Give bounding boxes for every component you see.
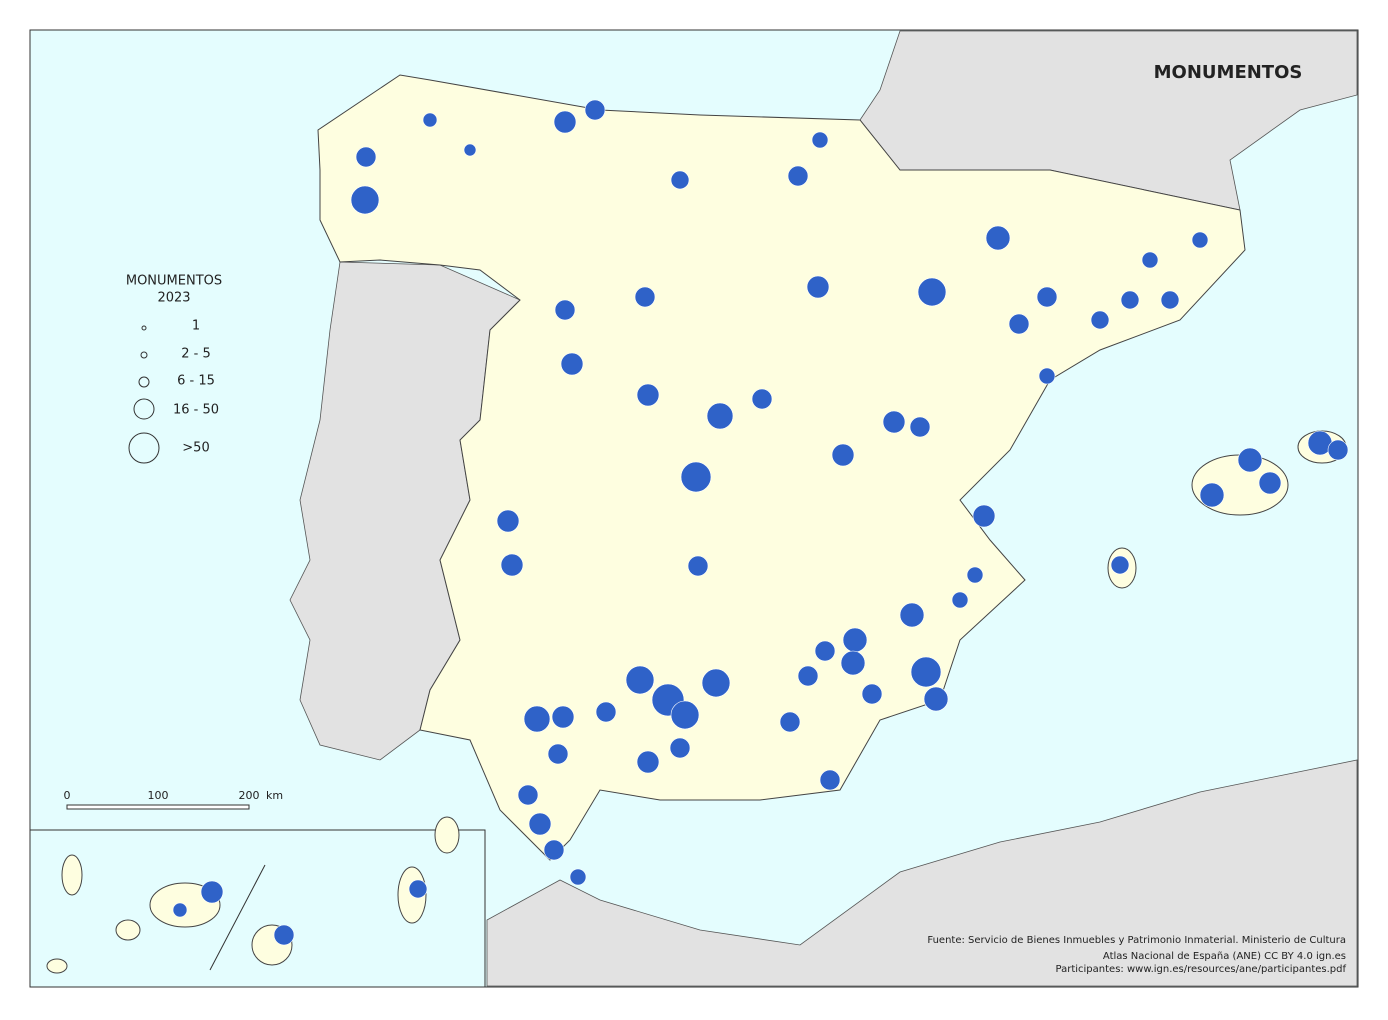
legend-label: >50 (182, 441, 209, 456)
monument-symbol (560, 352, 584, 376)
monument-symbol (1141, 251, 1159, 269)
monument-symbol (517, 784, 539, 806)
monument-symbol (840, 650, 866, 676)
monument-symbol (553, 110, 577, 134)
scale-bar-line (66, 804, 250, 810)
monument-symbol (636, 383, 660, 407)
monument-symbol (1160, 290, 1180, 310)
source: Fuente: Servicio de Bienes Inmuebles y P… (927, 935, 1346, 975)
monument-symbol (350, 185, 380, 215)
monument-symbol (200, 880, 224, 904)
scale-bar: 0 100 200 km (64, 789, 283, 810)
monument-symbol (670, 170, 690, 190)
monument-symbol (909, 416, 931, 438)
monument-symbol (972, 504, 996, 528)
monument-symbols (172, 99, 1349, 946)
legend-title: MONUMENTOS (126, 274, 222, 289)
source-line: Participantes: www.ign.es/resources/ane/… (1056, 964, 1347, 975)
monument-symbol (687, 555, 709, 577)
monument-symbol (273, 924, 295, 946)
monument-symbol (634, 286, 656, 308)
monument-symbol (523, 705, 551, 733)
legend-symbol (140, 351, 148, 359)
monument-symbol (779, 711, 801, 733)
monument-symbol (819, 769, 841, 791)
monument-symbol (910, 656, 942, 688)
source-line: Fuente: Servicio de Bienes Inmuebles y P… (927, 935, 1346, 946)
legend-year: 2023 (157, 291, 190, 306)
scale-label: 200 (239, 789, 260, 802)
monument-symbol (1191, 231, 1209, 249)
monument-symbol (814, 640, 836, 662)
legend-label: 6 - 15 (177, 374, 215, 389)
monument-symbol (1237, 447, 1263, 473)
scale-label: 0 (64, 789, 71, 802)
monument-symbol (569, 868, 587, 886)
monument-symbol (899, 602, 925, 628)
legend-symbol (133, 398, 155, 420)
monument-symbol (985, 225, 1011, 251)
source-line: Atlas Nacional de España (ANE) CC BY 4.0… (1103, 951, 1346, 962)
monument-symbol (1258, 471, 1282, 495)
monument-symbol (951, 591, 969, 609)
monument-symbol (1090, 310, 1110, 330)
monument-symbol (551, 705, 575, 729)
monument-symbol (584, 99, 606, 121)
legend-symbol (138, 376, 150, 388)
inset-divider (209, 864, 266, 971)
monument-symbol (1327, 439, 1349, 461)
monument-symbol (842, 627, 868, 653)
monument-symbol (625, 665, 655, 695)
monument-symbol (1008, 313, 1030, 335)
legend-symbol (141, 325, 147, 331)
africa (486, 759, 1358, 987)
monument-symbol (1036, 286, 1058, 308)
monument-symbol (547, 743, 569, 765)
legend-label: 2 - 5 (181, 347, 211, 362)
monument-symbol (1120, 290, 1140, 310)
monument-symbol (831, 443, 855, 467)
monument-symbol (797, 665, 819, 687)
monument-symbol (669, 737, 691, 759)
legend-label: 16 - 50 (173, 403, 219, 418)
monument-symbol (706, 402, 734, 430)
monument-symbol (500, 553, 524, 577)
monument-symbol (882, 410, 906, 434)
monument-symbol (554, 299, 576, 321)
legend: MONUMENTOS 2023 1 2 - 5 6 - 15 16 - 50 >… (126, 274, 222, 464)
monument-symbol (1199, 482, 1225, 508)
monument-symbol (422, 112, 438, 128)
monument-symbol (966, 566, 984, 584)
map-title: MONUMENTOS (1154, 62, 1303, 83)
monument-symbol (701, 668, 731, 698)
monument-symbol (811, 131, 829, 149)
monument-symbol (463, 143, 477, 157)
monument-symbol (595, 701, 617, 723)
scale-label: 100 (148, 789, 169, 802)
monument-symbol (172, 902, 188, 918)
monument-symbol (528, 812, 552, 836)
monument-symbol (1038, 367, 1056, 385)
monument-symbol (636, 750, 660, 774)
monument-symbol (751, 388, 773, 410)
monument-symbol (861, 683, 883, 705)
scale-unit: km (266, 789, 283, 802)
monument-symbol (670, 700, 700, 730)
legend-symbol (128, 432, 160, 464)
monument-symbol (543, 839, 565, 861)
monument-symbol (923, 686, 949, 712)
monument-symbol (1110, 555, 1130, 575)
monument-symbol (787, 165, 809, 187)
monument-symbol (408, 879, 428, 899)
legend-label: 1 (192, 319, 200, 334)
spain (317, 74, 1246, 861)
monument-symbol (496, 509, 520, 533)
monument-symbol (917, 277, 947, 307)
monument-symbol (680, 461, 712, 493)
monument-symbol (806, 275, 830, 299)
monument-symbol (355, 146, 377, 168)
